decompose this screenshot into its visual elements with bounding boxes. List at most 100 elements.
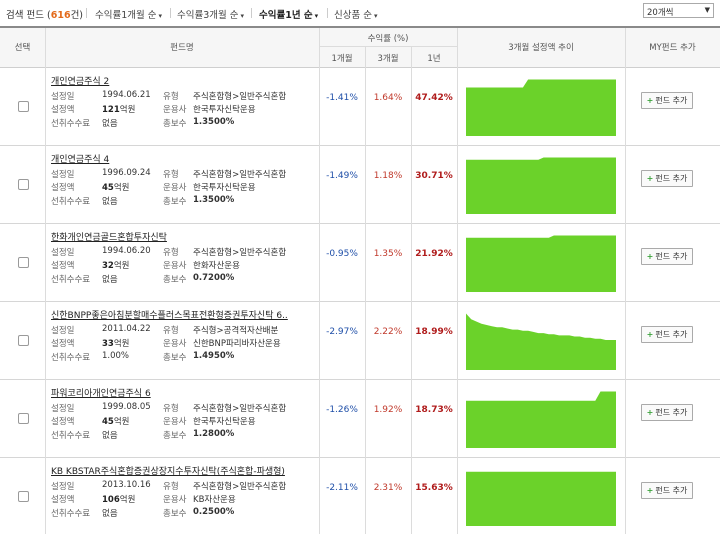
return-3m: 1.92% (373, 405, 403, 415)
header-return-1m: 1개월 (331, 54, 353, 64)
setup-amount-value: 106억원 (102, 495, 136, 505)
type-value: 주식형>공격적자산배분 (193, 326, 279, 336)
row-checkbox[interactable] (18, 413, 29, 424)
front-fee-value: 1.00% (102, 351, 130, 361)
fund-name-link[interactable]: 신한BNPP좋은아침분할매수플러스목표전환형증권투자신탁 6.. (51, 311, 288, 321)
table-row: 신한BNPP좋은아침분할매수플러스목표전환형증권투자신탁 6.. 설정일 2011.… (0, 302, 720, 380)
type-value: 주식혼합형>일반주식혼합 (193, 482, 287, 492)
setup-amount-value: 33억원 (102, 339, 130, 349)
per-page-select[interactable]: 20개씩 ▼ (643, 3, 714, 18)
manager-value: 신한BNP파리바자산운용 (193, 339, 281, 349)
type-value: 주식혼합형>일반주식혼합 (193, 92, 287, 102)
row-checkbox[interactable] (18, 335, 29, 346)
trend-area (466, 79, 616, 136)
setup-amount-label: 설정액 (51, 261, 75, 271)
return-1y: 30.71% (415, 171, 453, 181)
chevron-down-icon: ▾ (373, 12, 378, 20)
setup-date-value: 2013.10.16 (102, 480, 151, 490)
return-1y: 15.63% (415, 483, 453, 493)
fee-label: 총보수 (163, 197, 187, 207)
row-checkbox[interactable] (18, 179, 29, 190)
sort-return-3m[interactable]: 수익률3개월 순 ▾ (177, 10, 245, 21)
manager-value: 한국투자신탁운용 (193, 105, 256, 115)
front-fee-label: 선취수수료 (51, 431, 91, 441)
setup-date-label: 설정일 (51, 92, 75, 102)
fund-table: 선택 펀드명 수익률 (%) 1개월 3개월 1년 3개월 설정액 추이 MY펀… (0, 26, 720, 534)
return-1y: 21.92% (415, 249, 453, 259)
sort-new-product[interactable]: 신상품 순 ▾ (334, 10, 378, 21)
header-return-1y: 1년 (427, 54, 441, 64)
fund-name-link[interactable]: 개인연금주식 2 (51, 77, 110, 87)
add-fund-button[interactable]: + 펀드 추가 (641, 482, 693, 499)
setup-date-label: 설정일 (51, 326, 75, 336)
row-checkbox[interactable] (18, 257, 29, 268)
fund-name-link[interactable]: 개인연금주식 4 (51, 155, 110, 165)
setup-amount-value: 121억원 (102, 105, 136, 115)
manager-value: 한국투자신탁운용 (193, 417, 256, 427)
front-fee-label: 선취수수료 (51, 119, 91, 129)
add-fund-button[interactable]: + 펀드 추가 (641, 92, 693, 109)
front-fee-value: 없음 (102, 275, 118, 285)
trend-area (466, 471, 616, 526)
add-fund-button[interactable]: + 펀드 추가 (641, 326, 693, 343)
header-select: 선택 (14, 43, 31, 53)
chevron-down-icon: ▼ (704, 6, 710, 14)
setup-amount-label: 설정액 (51, 105, 75, 115)
front-fee-label: 선취수수료 (51, 275, 91, 285)
table-row: 파워코리아개인연금주식 6 설정일 1999.08.05 설정액 45억원 선취수수료 없음… (0, 380, 720, 458)
header-my-add: MY펀드 추가 (649, 43, 696, 53)
divider (45, 28, 46, 534)
divider (319, 46, 457, 47)
header-returns: 수익률 (%) (367, 34, 409, 44)
trend-sparkline (466, 313, 616, 370)
setup-amount-value: 45억원 (102, 183, 130, 193)
return-3m: 2.22% (373, 327, 403, 337)
divider (457, 28, 458, 534)
manager-label: 운용사 (163, 105, 187, 115)
plus-icon: + (646, 486, 654, 495)
return-1m: -1.49% (326, 171, 358, 181)
header-trend: 3개월 설정액 추이 (508, 43, 574, 53)
trend-area (466, 235, 616, 292)
divider (327, 8, 328, 18)
row-checkbox[interactable] (18, 491, 29, 502)
sort-return-1y[interactable]: 수익률1년 순 ▾ (259, 10, 319, 21)
row-checkbox[interactable] (18, 101, 29, 112)
type-label: 유형 (163, 92, 179, 102)
setup-date-value: 1994.06.21 (102, 90, 151, 100)
type-label: 유형 (163, 170, 179, 180)
front-fee-label: 선취수수료 (51, 509, 91, 519)
return-1y: 18.99% (415, 327, 453, 337)
fee-label: 총보수 (163, 119, 187, 129)
plus-icon: + (646, 408, 654, 417)
fund-name-link[interactable]: 한화개인연금골드혼합투자신탁 (51, 233, 167, 243)
fund-name-link[interactable]: KB KBSTAR주식혼합증권상장지수투자신탁(주식혼합-파생형) (51, 467, 285, 477)
divider (365, 46, 366, 534)
plus-icon: + (646, 96, 654, 105)
add-fund-button[interactable]: + 펀드 추가 (641, 248, 693, 265)
plus-icon: + (646, 174, 654, 183)
divider (170, 8, 171, 18)
sort-return-1m[interactable]: 수익률1개월 순 ▾ (95, 10, 163, 21)
chevron-down-icon: ▾ (240, 12, 245, 20)
add-fund-button[interactable]: + 펀드 추가 (641, 170, 693, 187)
divider (411, 46, 412, 534)
front-fee-value: 없음 (102, 119, 118, 129)
fee-value: 0.7200% (193, 273, 235, 283)
setup-date-label: 설정일 (51, 170, 75, 180)
divider (251, 8, 252, 18)
return-1m: -0.95% (326, 249, 358, 259)
type-value: 주식혼합형>일반주식혼합 (193, 248, 287, 258)
divider (625, 28, 626, 534)
chevron-down-icon: ▾ (314, 12, 319, 20)
plus-icon: + (646, 252, 654, 261)
result-count-title: 검색 펀드 (616건) (6, 10, 84, 21)
manager-label: 운용사 (163, 417, 187, 427)
add-fund-button[interactable]: + 펀드 추가 (641, 404, 693, 421)
return-3m: 1.64% (373, 93, 403, 103)
fund-name-link[interactable]: 파워코리아개인연금주식 6 (51, 389, 151, 399)
manager-value: 한화자산운용 (193, 261, 240, 271)
trend-area (466, 313, 616, 370)
return-1y: 18.73% (415, 405, 453, 415)
